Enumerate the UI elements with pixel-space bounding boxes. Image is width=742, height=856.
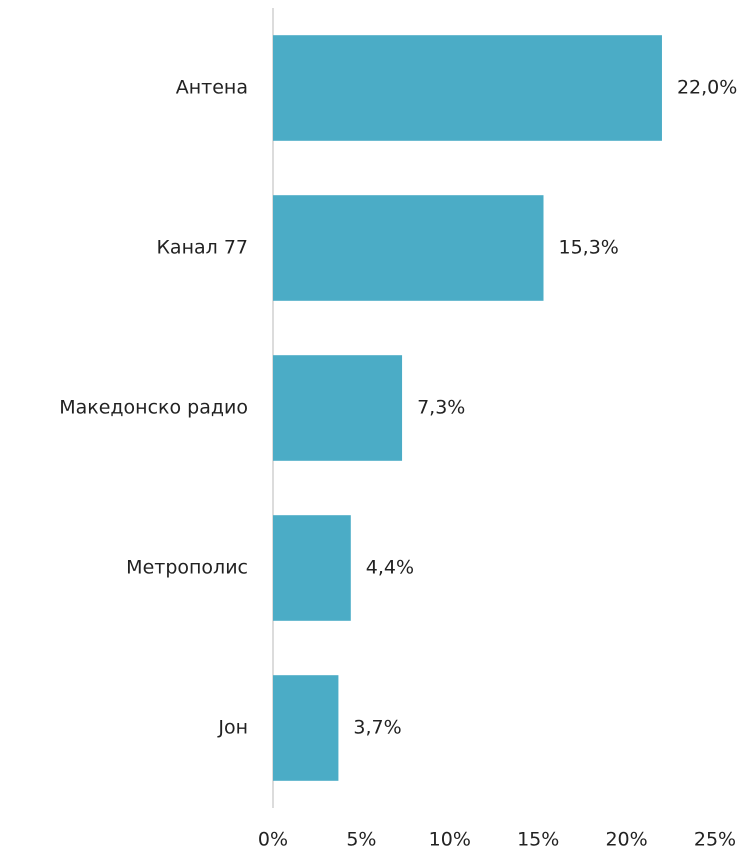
y-tick-label: Канал 77: [156, 237, 248, 259]
x-tick-label: 15%: [517, 829, 559, 851]
x-tick-label: 25%: [694, 829, 736, 851]
bar: [273, 195, 544, 301]
y-tick-label: Јон: [217, 717, 248, 739]
bar: [273, 35, 662, 141]
data-label: 4,4%: [366, 557, 414, 579]
data-label: 3,7%: [353, 717, 401, 739]
y-tick-label: Антена: [176, 77, 248, 99]
y-tick-label: Метрополис: [126, 557, 248, 579]
x-tick-label: 0%: [258, 829, 288, 851]
bar: [273, 675, 339, 781]
data-label: 7,3%: [417, 397, 465, 419]
bar: [273, 515, 351, 621]
data-label: 22,0%: [677, 77, 737, 99]
y-tick-label: Македонско радио: [59, 397, 248, 419]
x-tick-label: 5%: [346, 829, 376, 851]
x-tick-label: 10%: [429, 829, 471, 851]
data-label: 15,3%: [559, 237, 619, 259]
x-tick-label: 20%: [605, 829, 647, 851]
bar: [273, 355, 403, 461]
